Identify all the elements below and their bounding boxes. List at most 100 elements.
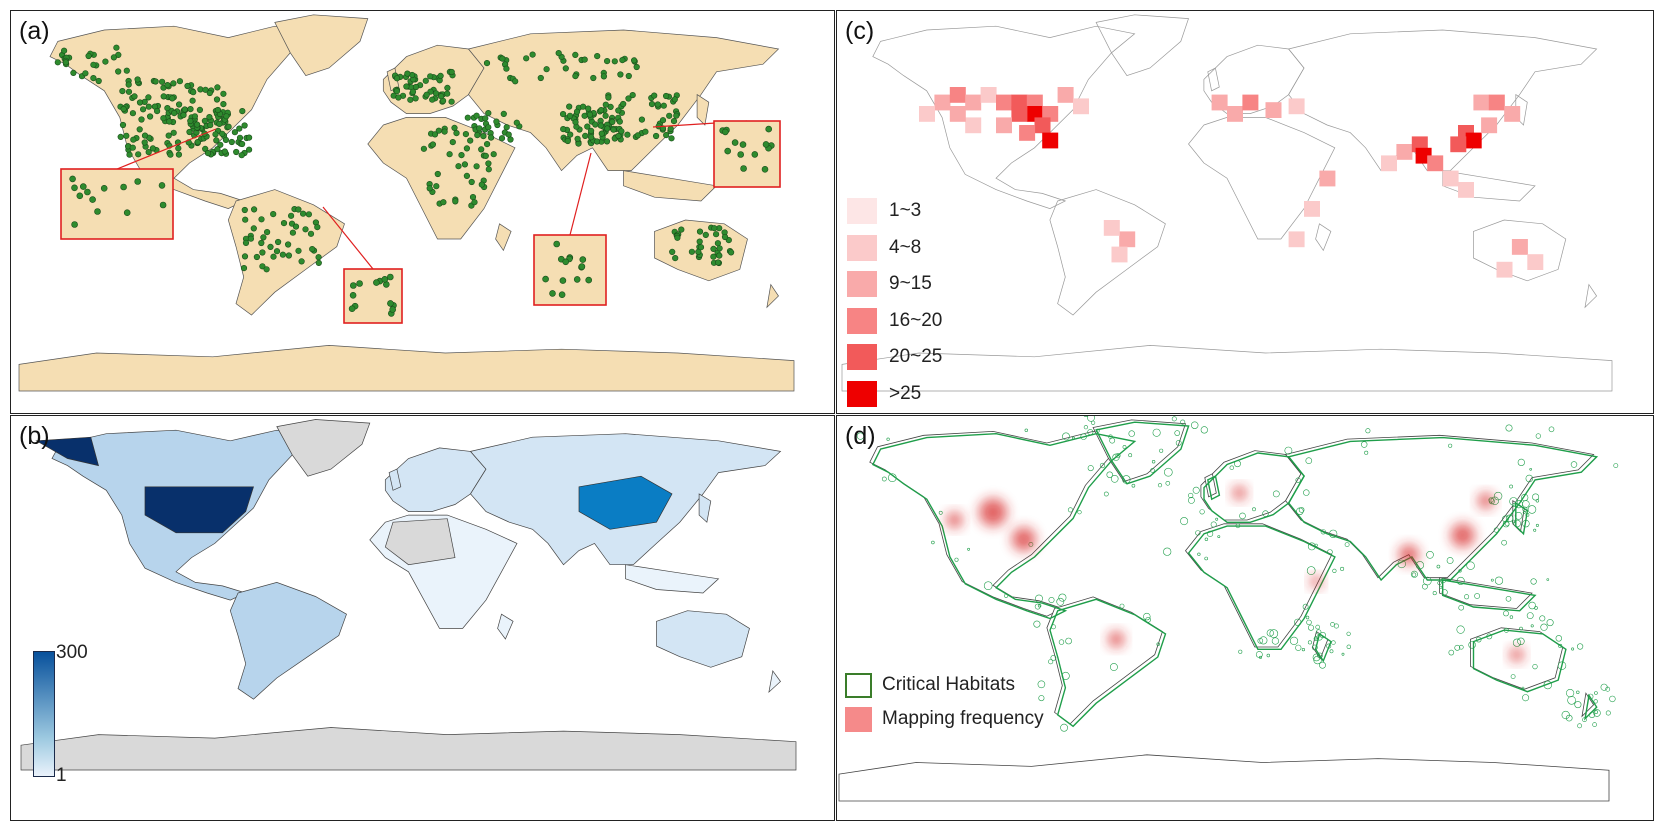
site-point — [437, 72, 444, 80]
site-point — [471, 199, 478, 206]
habitat-patch — [1493, 527, 1500, 533]
site-point — [395, 94, 402, 101]
habitat-outline-asia — [1287, 436, 1599, 582]
site-point — [523, 55, 530, 62]
habitat-patch — [1509, 484, 1514, 489]
site-point — [167, 151, 174, 158]
landmass-outline-europe — [1200, 450, 1302, 521]
site-point — [453, 129, 460, 137]
habitat-patch — [1474, 593, 1480, 599]
frequency-cell — [1242, 94, 1259, 111]
habitat-patch — [1301, 648, 1306, 652]
habitat-patch — [1557, 661, 1567, 670]
landmass-nz — [766, 283, 779, 309]
site-point — [562, 65, 569, 72]
site-point — [566, 112, 574, 119]
site-point — [710, 253, 717, 260]
site-point — [160, 115, 167, 122]
habitat-patch — [881, 476, 887, 482]
site-point — [503, 124, 510, 131]
site-point — [660, 102, 667, 109]
site-point — [201, 117, 208, 124]
site-point — [219, 130, 226, 137]
habitat-patch — [1360, 441, 1368, 448]
mapping-frequency-hotspot — [1477, 492, 1494, 509]
site-point — [727, 249, 735, 256]
habitat-patch — [1307, 640, 1312, 645]
habitat-patch — [1576, 643, 1584, 650]
habitat-patch — [1306, 619, 1312, 626]
habitat-outline-madagascar — [1314, 632, 1332, 663]
habitat-outline-uk — [1207, 475, 1221, 501]
inset-site-point — [731, 139, 739, 146]
legend-item: 9~15 — [847, 266, 942, 303]
landmass-outline-seasia — [1439, 577, 1533, 609]
world-map-habitats-heat — [838, 416, 1619, 802]
habitat-patch — [1316, 634, 1323, 641]
habitat-patch — [1458, 644, 1464, 650]
site-point — [458, 152, 465, 159]
site-point — [451, 124, 458, 131]
inset-site-point — [579, 256, 587, 263]
site-point — [117, 133, 124, 140]
site-point — [184, 82, 191, 90]
habitat-patch — [1197, 552, 1201, 556]
legend-label: 16~20 — [889, 309, 943, 331]
site-point — [490, 151, 497, 158]
inset-site-point — [84, 188, 91, 196]
habitat-patch — [1320, 529, 1326, 535]
site-point — [482, 152, 489, 159]
habitat-patch — [1060, 723, 1068, 732]
site-point — [434, 170, 441, 178]
site-point — [260, 234, 267, 241]
site-point — [239, 107, 246, 115]
frequency-cell — [965, 117, 982, 134]
habitat-patch — [1131, 483, 1136, 488]
habitat-patch — [1437, 580, 1442, 586]
habitat-patch — [1527, 505, 1537, 514]
site-point — [159, 78, 166, 85]
landmass-madagascar — [495, 223, 512, 252]
site-point — [630, 57, 638, 64]
site-point — [564, 137, 571, 145]
habitat-patch — [1106, 471, 1113, 478]
habitat-patch — [1091, 420, 1096, 425]
site-point — [140, 106, 147, 113]
site-point — [110, 54, 117, 61]
site-point — [187, 117, 194, 125]
site-point — [503, 65, 510, 72]
habitat-patch — [1468, 641, 1476, 649]
habitat-patch — [1295, 644, 1302, 651]
habitat-patch — [1512, 638, 1522, 647]
habitat-patch — [1436, 564, 1441, 569]
site-point — [231, 129, 238, 136]
inset-site-point — [724, 147, 732, 155]
habitat-legend: Critical Habitats Mapping frequency — [845, 668, 1044, 736]
site-point — [170, 129, 177, 136]
country-southAmerica — [229, 582, 347, 700]
landmass-outline-europe — [1203, 44, 1305, 114]
habitat-patch — [1262, 510, 1269, 517]
habitat-patch — [1035, 594, 1043, 603]
habitat-patch — [1313, 636, 1319, 642]
site-point — [123, 67, 130, 74]
habitat-patch — [1582, 717, 1587, 723]
site-point — [659, 117, 667, 124]
site-point — [435, 127, 442, 134]
site-point — [448, 68, 455, 76]
habitat-patch — [1364, 450, 1369, 455]
panel-b-label: (b) — [19, 422, 50, 450]
landmass-outline-antarctica — [841, 345, 1613, 392]
site-point — [602, 112, 609, 119]
habitat-patch — [1163, 467, 1173, 477]
site-point — [60, 47, 68, 54]
habitat-patch — [1594, 691, 1598, 695]
site-point — [305, 211, 313, 218]
mapping-frequency-hotspot — [1450, 523, 1475, 548]
inset-site-point — [721, 128, 729, 136]
site-point — [648, 100, 656, 108]
habitat-patch — [1312, 653, 1321, 662]
habitat-patch — [1192, 486, 1200, 494]
site-point — [207, 121, 214, 129]
zoom-inset-box — [533, 234, 607, 306]
